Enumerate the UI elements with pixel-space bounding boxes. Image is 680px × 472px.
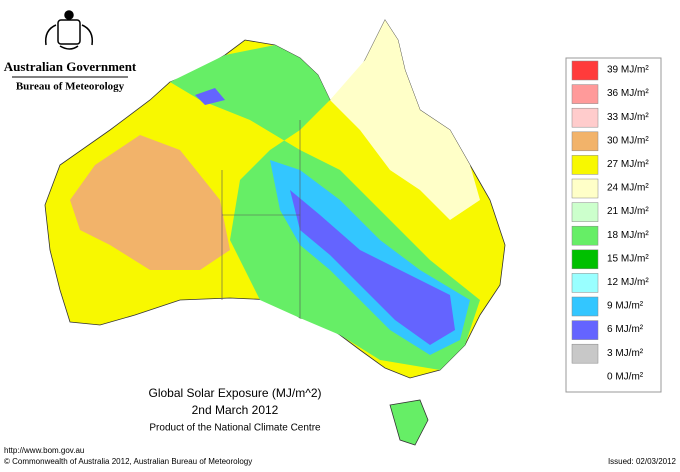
legend: 39 MJ/m² 36 MJ/m² 33 MJ/m² 30 MJ/m² 27 MJ/m²… bbox=[565, 57, 662, 393]
legend-label: 0 MJ/m² bbox=[607, 371, 644, 382]
map-date: 2nd March 2012 bbox=[192, 403, 279, 417]
legend-label: 3 MJ/m² bbox=[607, 348, 644, 359]
legend-label: 12 MJ/m² bbox=[607, 277, 649, 288]
legend-swatch bbox=[571, 107, 599, 128]
map-title: Global Solar Exposure (MJ/m^2) bbox=[148, 386, 321, 400]
legend-label: 39 MJ/m² bbox=[607, 65, 649, 76]
map-credit: Product of the National Climate Centre bbox=[149, 423, 321, 434]
legend-swatch bbox=[571, 202, 599, 222]
legend-label: 6 MJ/m² bbox=[607, 324, 644, 335]
legend-swatch bbox=[571, 320, 599, 340]
australia-map bbox=[44, 19, 506, 446]
org-subtitle: Bureau of Meteorology bbox=[16, 81, 125, 93]
legend-swatch bbox=[571, 84, 599, 104]
legend-label: 24 MJ/m² bbox=[607, 183, 649, 194]
legend-swatch bbox=[571, 178, 599, 199]
legend-label: 27 MJ/m² bbox=[607, 159, 649, 170]
org-title: Australian Government bbox=[4, 59, 137, 74]
legend-swatch bbox=[571, 249, 599, 270]
legend-label: 9 MJ/m² bbox=[607, 301, 644, 312]
legend-label: 18 MJ/m² bbox=[607, 230, 649, 241]
emblem bbox=[44, 10, 94, 50]
legend-label: 30 MJ/m² bbox=[607, 135, 649, 146]
footer-url: http://www.bom.gov.au bbox=[4, 446, 84, 455]
legend-swatch bbox=[571, 296, 599, 317]
legend-swatch bbox=[571, 155, 599, 175]
legend-label: 36 MJ/m² bbox=[607, 88, 649, 99]
legend-swatch bbox=[571, 273, 599, 293]
legend-swatch bbox=[571, 131, 599, 152]
footer-copyright: © Commonwealth of Australia 2012, Austra… bbox=[4, 457, 252, 466]
legend-label: 33 MJ/m² bbox=[607, 112, 649, 123]
legend-label: 15 MJ/m² bbox=[607, 253, 649, 264]
legend-label: 21 MJ/m² bbox=[607, 206, 649, 217]
legend-swatch bbox=[571, 225, 599, 246]
footer-issued: Issued: 02/03/2012 bbox=[608, 457, 677, 466]
legend-swatch bbox=[571, 60, 599, 81]
legend-swatch bbox=[571, 343, 599, 364]
